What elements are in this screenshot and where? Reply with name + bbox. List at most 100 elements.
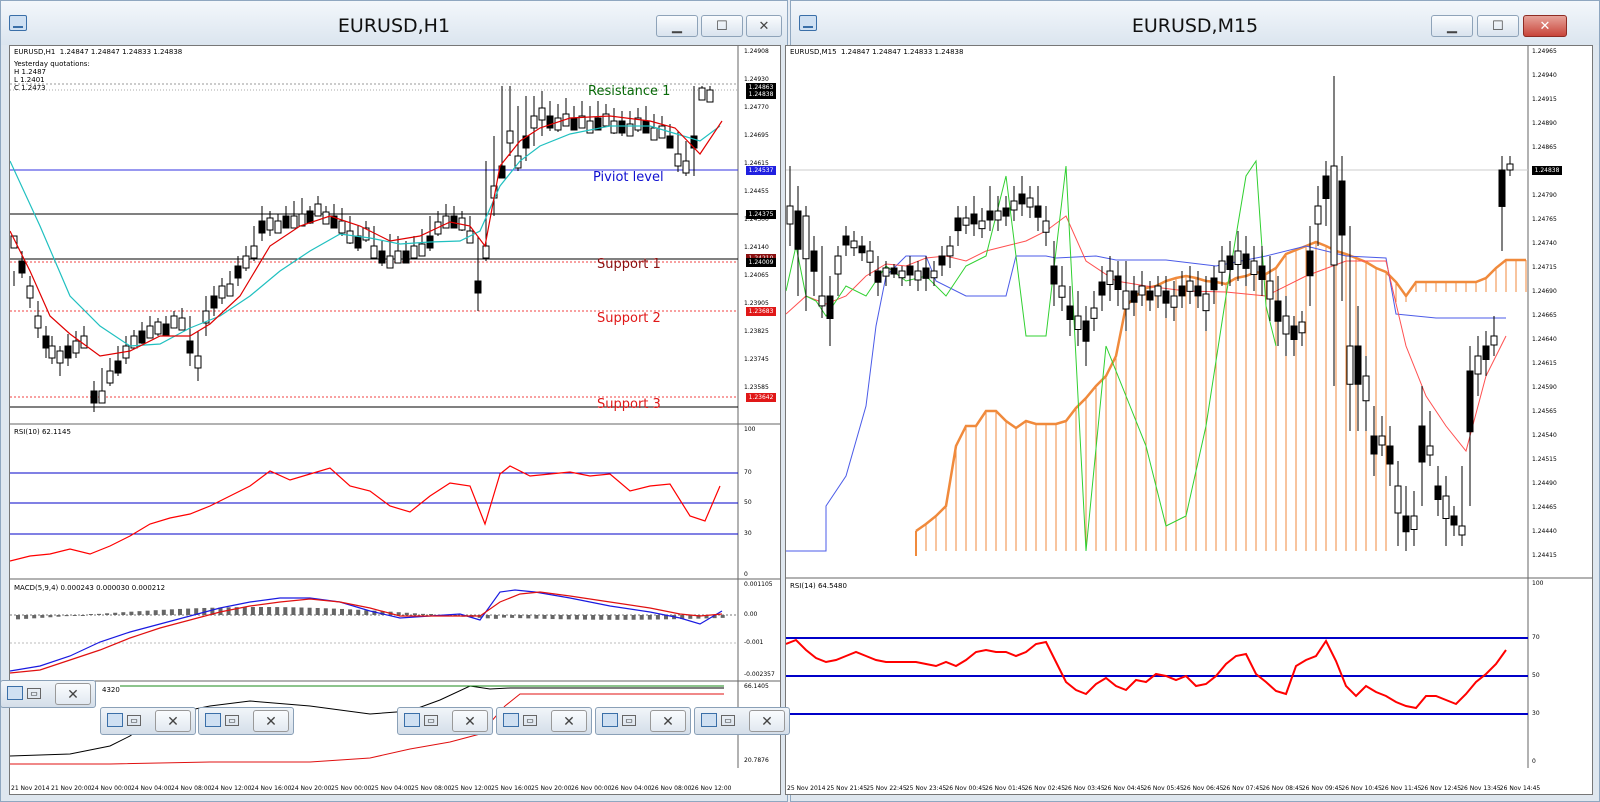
candle-body	[1498, 169, 1506, 207]
price-axis-label: 1.24770	[744, 104, 769, 111]
chart-app-icon[interactable]	[404, 713, 420, 727]
close-button[interactable]: ✕	[650, 710, 686, 732]
price-axis-label: 1.23585	[744, 384, 769, 391]
restore-icon[interactable]: ▭	[622, 715, 636, 726]
restore-icon[interactable]: ▭	[127, 715, 141, 726]
candle-body	[578, 115, 586, 129]
candle-body	[1090, 307, 1098, 319]
chart-app-icon[interactable]	[503, 713, 519, 727]
macd-histogram-bar	[48, 615, 53, 618]
chart-app-icon[interactable]	[107, 713, 123, 727]
price-axis-label: 1.24300	[744, 216, 769, 223]
chart-area[interactable]: EURUSD,M15 1.24847 1.24847 1.24833 1.248…	[785, 45, 1593, 795]
time-axis-label: 26 Nov 07:45	[1222, 785, 1264, 792]
macd-histogram-bar	[396, 612, 401, 615]
maximize-button[interactable]: ☐	[1477, 15, 1519, 37]
close-button[interactable]: ✕	[746, 15, 782, 37]
close-button[interactable]: ✕	[749, 710, 785, 732]
time-axis-label: 25 Nov 22:45	[866, 785, 907, 792]
restore-icon[interactable]: ▭	[523, 715, 537, 726]
candle-body	[1306, 250, 1314, 277]
price-axis-label: 1.24915	[1532, 96, 1557, 103]
macd-histogram-bar	[664, 615, 668, 620]
candle-body	[1346, 345, 1354, 385]
candle-body	[402, 250, 410, 264]
title-bar[interactable]: EURUSD,H1 ▁ ☐ ✕	[1, 1, 787, 45]
restore-icon[interactable]: ▭	[424, 715, 438, 726]
close-button[interactable]: ✕	[155, 710, 191, 732]
yesterday-high: H 1.2487	[14, 68, 46, 76]
minimized-chart-window[interactable]: ▭ ✕	[0, 680, 96, 708]
restore-icon[interactable]: ▭	[225, 715, 239, 726]
candle-body	[978, 220, 986, 230]
minimized-chart-window[interactable]: ▭ ✕	[496, 707, 592, 735]
price-axis-label: 1.24440	[1532, 528, 1557, 535]
close-button[interactable]: ✕	[1523, 15, 1567, 37]
ema-fast-line	[10, 115, 723, 357]
chart-window-eurusd-h1[interactable]: EURUSD,H1 ▁ ☐ ✕ EURUSD,H1 1.24847 1.2484…	[0, 0, 788, 802]
macd-histogram-bar	[615, 615, 620, 620]
minimized-chart-window[interactable]: ▭ ✕	[100, 707, 196, 735]
rsi-label: RSI(14) 64.5480	[790, 582, 847, 590]
close-button[interactable]: ✕	[551, 710, 587, 732]
candle-body	[698, 87, 706, 101]
rsi-axis-label: 0	[1532, 758, 1536, 765]
candle-body	[1242, 253, 1250, 269]
candle-body	[378, 250, 386, 264]
price-axis-label: 1.23905	[744, 300, 769, 307]
candle-body	[1330, 165, 1338, 266]
candle-body	[154, 321, 162, 335]
chart-app-icon[interactable]	[7, 686, 23, 700]
minimized-chart-window[interactable]: ▭ ✕	[595, 707, 691, 735]
macd-histogram-bar	[574, 615, 579, 620]
chart-area[interactable]: EURUSD,H1 1.24847 1.24847 1.24833 1.2483…	[9, 45, 781, 795]
macd-histogram-bar	[688, 615, 693, 619]
chart-app-icon[interactable]	[205, 713, 221, 727]
minimized-chart-window[interactable]: ▭ ✕	[397, 707, 493, 735]
candle-body	[1074, 315, 1082, 330]
close-button[interactable]: ✕	[253, 710, 289, 732]
candle-body	[1098, 281, 1106, 296]
price-tag: 1.24537	[746, 166, 776, 175]
chart-app-icon[interactable]	[9, 15, 27, 31]
candle-body	[1482, 345, 1490, 360]
price-axis-label: 1.24615	[744, 160, 769, 167]
candle-body	[930, 270, 938, 279]
macd-histogram-bar	[283, 607, 288, 615]
minimized-chart-window[interactable]: ▭ ✕	[198, 707, 294, 735]
macd-histogram-bar	[267, 607, 272, 615]
stoch-signal-line	[10, 693, 724, 765]
chart-app-icon[interactable]	[602, 713, 618, 727]
candle-body	[650, 127, 658, 141]
restore-icon[interactable]: ▭	[721, 715, 735, 726]
macd-histogram-bar	[429, 614, 434, 615]
close-button[interactable]: ✕	[452, 710, 488, 732]
maximize-button[interactable]: ☐	[701, 15, 743, 37]
price-tag: 1.24863	[746, 83, 776, 92]
restore-icon[interactable]: ▭	[27, 688, 41, 699]
close-button[interactable]: ✕	[55, 683, 91, 705]
candle-body	[682, 160, 690, 174]
chart-window-eurusd-m15[interactable]: EURUSD,M15 ▁ ☐ ✕ EURUSD,M15 1.24847 1.24…	[785, 0, 1600, 802]
candle-body	[570, 117, 578, 131]
time-axis-label: 21 Nov 20:00	[51, 785, 92, 792]
candle-body	[1250, 260, 1258, 275]
time-axis-label: 25 Nov 21:45	[826, 785, 868, 792]
candle-body	[1106, 270, 1114, 285]
minimize-button[interactable]: ▁	[1431, 15, 1473, 37]
title-bar[interactable]: EURUSD,M15 ▁ ☐ ✕	[791, 1, 1599, 45]
price-axis-label: 1.23745	[744, 356, 769, 363]
minimized-chart-window[interactable]: ▭ ✕	[694, 707, 790, 735]
price-axis-label: 1.24565	[1532, 408, 1557, 415]
price-axis-label: 1.24765	[1532, 216, 1557, 223]
window-title: EURUSD,M15	[1131, 15, 1259, 37]
chart-app-icon[interactable]	[701, 713, 717, 727]
candle-body	[586, 120, 594, 134]
candle-body	[786, 205, 794, 225]
macd-histogram-bar	[372, 610, 377, 615]
candle-body	[1370, 435, 1378, 455]
minimize-button[interactable]: ▁	[656, 15, 698, 37]
candle-body	[546, 115, 554, 129]
price-axis-label: 1.24490	[1532, 480, 1557, 487]
chart-app-icon[interactable]	[799, 15, 817, 31]
